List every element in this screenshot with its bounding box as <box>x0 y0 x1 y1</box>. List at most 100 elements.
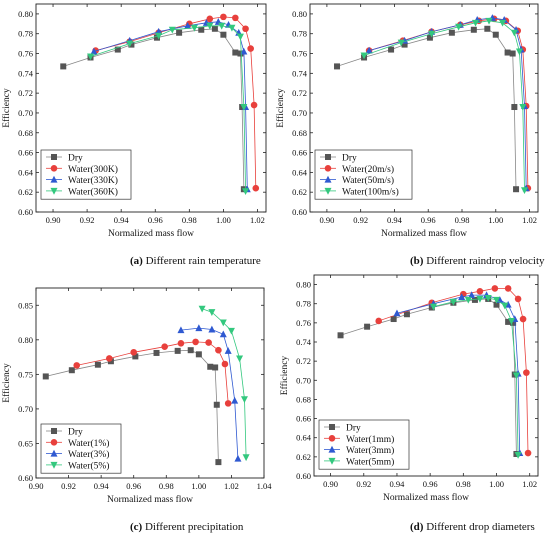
legend-entry: Water(5mm) <box>346 456 394 467</box>
caption-text: Different rain temperature <box>143 255 261 267</box>
data-point <box>514 295 522 303</box>
x-tick-label: 1.00 <box>216 215 231 225</box>
data-point <box>468 291 476 299</box>
data-point <box>192 338 199 346</box>
data-point <box>513 186 520 193</box>
data-point <box>177 339 185 347</box>
y-tick-label: 0.65 <box>18 438 33 448</box>
y-tick-label: 0.64 <box>292 167 308 177</box>
series-Dry <box>334 25 520 193</box>
x-tick-label: 0.90 <box>323 479 338 489</box>
plot-frame <box>35 3 267 213</box>
data-point <box>60 63 67 70</box>
data-point <box>519 315 527 323</box>
data-point <box>397 39 405 47</box>
legend-entry: Water(1%) <box>68 438 109 449</box>
data-point <box>177 326 185 334</box>
legend-entry: Water(50m/s) <box>342 175 394 186</box>
legend-entry: Water(5%) <box>68 460 109 471</box>
legend-marker <box>324 165 332 172</box>
series-Water(5mm) <box>429 294 522 459</box>
data-point <box>208 309 216 316</box>
data-point <box>393 309 401 317</box>
data-point <box>493 301 500 308</box>
legend-marker <box>328 457 336 465</box>
data-point <box>510 319 517 326</box>
legend-entry: Water(1mm) <box>346 434 394 445</box>
data-point <box>429 303 437 311</box>
data-point <box>153 34 160 41</box>
panel-caption: (c) Different precipitation <box>130 521 244 533</box>
legend-marker <box>328 435 336 442</box>
y-tick-label: 0.72 <box>296 356 311 366</box>
y-tick-label: 0.76 <box>296 318 311 328</box>
data-point <box>126 40 134 48</box>
x-axis-label: Normalized mass flow <box>383 492 469 503</box>
legend-entry: Water(300K) <box>68 164 118 175</box>
data-point <box>206 15 214 23</box>
x-tick-label: 1.04 <box>257 481 273 491</box>
data-point <box>130 348 138 356</box>
data-point <box>250 101 258 109</box>
data-point <box>228 24 236 32</box>
data-point <box>237 50 244 57</box>
data-point <box>176 29 183 36</box>
data-point <box>512 372 520 380</box>
y-tick-label: 0.62 <box>18 187 33 197</box>
y-tick-label: 0.70 <box>18 404 33 414</box>
x-tick-label: 0.98 <box>455 215 470 225</box>
data-point <box>428 304 435 311</box>
x-tick-label: 1.02 <box>522 479 537 489</box>
data-point <box>476 295 484 303</box>
y-tick-label: 0.68 <box>292 128 307 138</box>
y-tick-label: 0.78 <box>292 29 307 39</box>
x-tick-label: 0.90 <box>29 481 44 491</box>
caption-label: (b) <box>410 255 424 267</box>
data-point <box>114 46 121 53</box>
x-tick-label: 0.92 <box>356 479 371 489</box>
data-point <box>234 454 242 462</box>
x-tick-label: 0.94 <box>387 215 403 225</box>
data-point <box>90 47 98 55</box>
data-point <box>227 327 235 335</box>
data-point <box>524 449 532 457</box>
legend-entry: Water(3%) <box>68 449 109 460</box>
y-tick-label: 0.85 <box>18 300 33 310</box>
data-point <box>220 31 227 38</box>
caption-label: (d) <box>410 521 424 533</box>
data-point <box>428 30 436 38</box>
caption-text: Different raindrop velocity <box>423 255 545 267</box>
y-tick-label: 0.78 <box>18 29 33 39</box>
y-tick-label: 0.75 <box>18 369 33 379</box>
data-point <box>236 33 244 41</box>
legend-marker <box>51 428 57 434</box>
data-point <box>448 29 455 36</box>
y-tick-label: 0.72 <box>18 88 33 98</box>
x-tick-label: 0.92 <box>353 215 368 225</box>
panel-caption: (a) Different rain temperature <box>130 255 261 267</box>
data-point <box>464 296 472 304</box>
data-point <box>337 332 344 339</box>
data-point <box>224 400 232 407</box>
data-point <box>206 22 214 30</box>
x-tick-label: 1.00 <box>191 481 206 491</box>
x-tick-label: 0.94 <box>114 215 130 225</box>
data-point <box>153 349 160 356</box>
data-point <box>221 360 229 368</box>
data-point <box>426 34 433 41</box>
y-axis-label: Efficiency <box>1 88 12 128</box>
series-Water(3%) <box>177 324 242 462</box>
data-point <box>205 339 212 346</box>
data-point <box>42 373 49 380</box>
chart-panel-4: 0.90 0.92 0.94 0.96 0.98 1.00 1.02 0.60 0.62 0.64… <box>279 274 539 533</box>
legend-marker <box>329 424 335 430</box>
chart-panel-1: 0.90 0.92 0.94 0.96 0.98 1.00 1.02 0.60 0.62 0.64… <box>1 3 267 267</box>
y-tick-label: 0.68 <box>296 394 311 404</box>
data-point <box>510 29 518 37</box>
data-point <box>509 50 516 57</box>
data-point <box>87 53 95 61</box>
data-point <box>484 25 491 32</box>
